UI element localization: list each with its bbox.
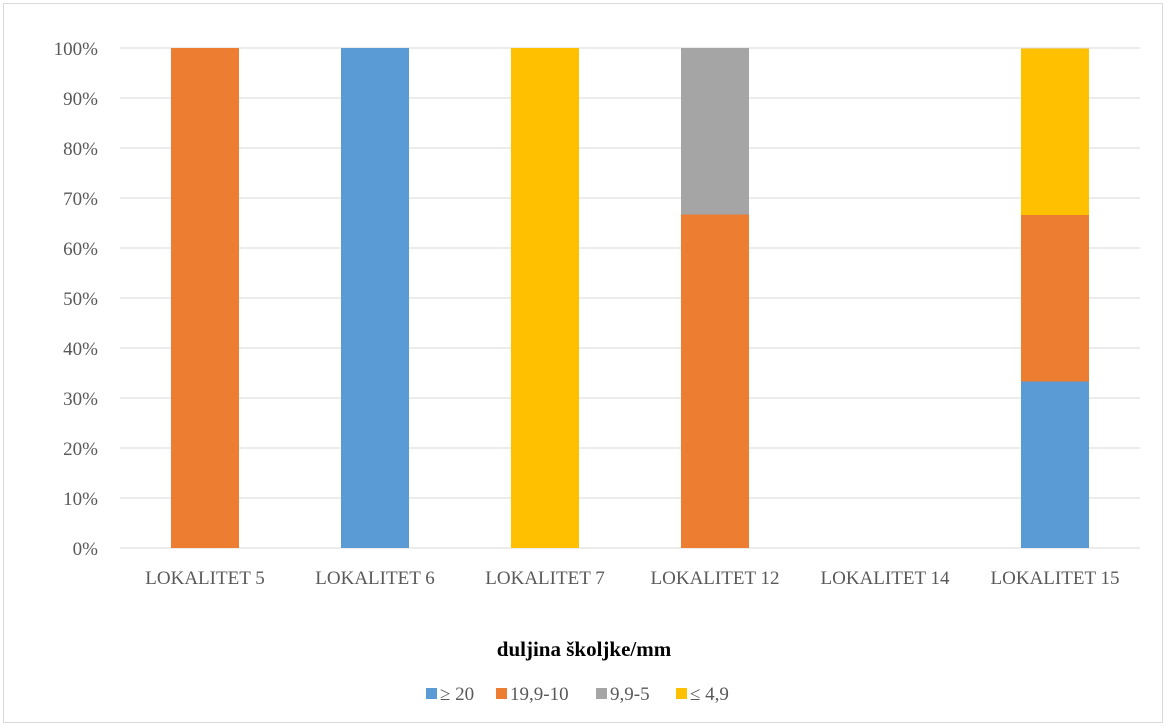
bar-segment [511, 48, 579, 548]
legend-swatch [426, 688, 437, 699]
x-axis-ticks: LOKALITET 5 LOKALITET 6 LOKALITET 7 LOKALIT… [145, 568, 1119, 589]
y-tick-label: 80% [63, 139, 98, 160]
legend: ≥ 20 19,9-10 9,9-5 ≤ 4,9 [426, 684, 729, 705]
y-tick-label: 10% [63, 489, 98, 510]
x-tick-label: LOKALITET 7 [485, 568, 604, 589]
y-tick-label: 100% [54, 39, 99, 60]
y-tick-label: 50% [63, 289, 98, 310]
bar-segment [1021, 381, 1089, 548]
x-axis-title: duljina školjke/mm [497, 637, 672, 661]
legend-label: 9,9-5 [610, 684, 650, 705]
x-tick-label: LOKALITET 14 [821, 568, 950, 589]
legend-swatch [596, 688, 607, 699]
gridlines [120, 47, 1140, 549]
bar-segment [1021, 48, 1089, 215]
y-tick-label: 90% [63, 89, 98, 110]
x-tick-label: LOKALITET 5 [145, 568, 264, 589]
y-tick-label: 70% [63, 189, 98, 210]
legend-label: ≥ 20 [440, 684, 474, 705]
bar-segment [341, 48, 409, 548]
bar-segment [681, 48, 749, 215]
y-tick-label: 40% [63, 339, 98, 360]
y-tick-label: 60% [63, 239, 98, 260]
legend-label: 19,9-10 [510, 684, 569, 705]
x-tick-label: LOKALITET 15 [991, 568, 1120, 589]
x-tick-label: LOKALITET 6 [315, 568, 434, 589]
y-axis-ticks: 0% 10% 20% 30% 40% 50% 60% 70% 80% 90% 100% [54, 39, 99, 560]
bar-segment [1021, 215, 1089, 382]
bar-segment [681, 214, 749, 548]
y-tick-label: 0% [73, 539, 99, 560]
legend-swatch [676, 688, 687, 699]
legend-label: ≤ 4,9 [690, 684, 729, 705]
bars [171, 48, 1089, 548]
bar-segment [171, 48, 239, 548]
x-tick-label: LOKALITET 12 [651, 568, 780, 589]
legend-swatch [496, 688, 507, 699]
y-tick-label: 20% [63, 439, 98, 460]
y-tick-label: 30% [63, 389, 98, 410]
